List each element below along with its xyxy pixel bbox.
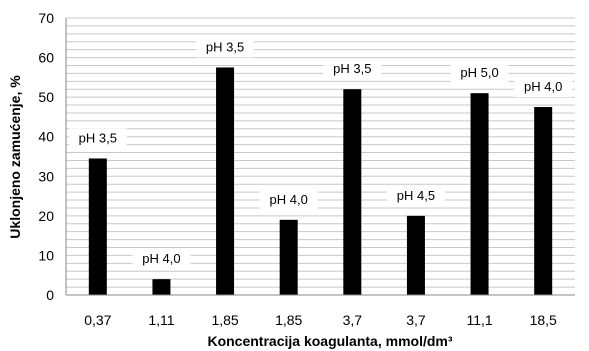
bar-label-background: [68, 128, 127, 149]
bar-label-background: [514, 77, 573, 98]
bar: [216, 67, 235, 295]
bar-label-text: pH 4,5: [397, 188, 435, 203]
y-tick-label: 0: [46, 287, 54, 303]
bar-data-label: pH 5,0: [450, 63, 509, 84]
y-tick-label: 70: [38, 10, 54, 26]
bar: [406, 215, 425, 295]
bar-label-background: [450, 63, 509, 84]
bar-label-text: pH 5,0: [460, 65, 498, 80]
x-tick-label: 1,85: [211, 312, 238, 328]
bar-data-label: pH 4,5: [386, 185, 445, 206]
bar: [534, 107, 553, 296]
bar-label-background: [323, 59, 382, 80]
y-tick-label: 10: [38, 247, 54, 263]
bar-label-text: pH 4,0: [142, 251, 180, 266]
x-tick-labels: 0,37 1,11 1,85 1,85 3,7 3,7 11,1 18,5: [84, 312, 557, 328]
y-tick-labels: 0 10 20 30 40 50 60 70: [38, 10, 54, 303]
x-tick-label: 18,5: [530, 312, 557, 328]
bar: [88, 158, 107, 295]
bar-label-text: pH 3,5: [79, 130, 117, 145]
bar-data-label: pH 3,5: [196, 37, 255, 58]
bar-data-label: pH 3,5: [68, 128, 127, 149]
bar-label-background: [196, 37, 255, 58]
x-tick-label: 1,11: [148, 312, 174, 328]
bar: [470, 93, 489, 295]
bar-label-text: pH 4,0: [270, 192, 308, 207]
bar-labels: pH 3,5 pH 4,0 pH 3,5 pH 4,0 pH 3,5 pH 4,5 pH 5…: [68, 37, 573, 270]
x-tick-label: 11,1: [466, 312, 492, 328]
bar-label-background: [259, 189, 318, 210]
bar-data-label: pH 4,0: [259, 189, 318, 210]
bar: [343, 89, 362, 295]
grid-lines: [66, 17, 575, 288]
bar-label-text: pH 3,5: [206, 39, 244, 54]
y-tick-label: 50: [38, 89, 54, 105]
y-tick-label: 30: [38, 168, 54, 184]
bar-label-background: [132, 249, 191, 270]
bar-label-text: pH 3,5: [333, 61, 371, 76]
y-tick-label: 20: [38, 208, 54, 224]
bar-data-label: pH 4,0: [514, 77, 573, 98]
bar: [152, 279, 171, 295]
y-tick-label: 40: [38, 129, 54, 145]
x-tick-label: 0,37: [84, 312, 111, 328]
x-tick-label: 3,7: [406, 312, 426, 328]
bar-label-text: pH 4,0: [524, 79, 562, 94]
y-axis-title: Uklonjeno zamućenje, %: [7, 75, 23, 239]
y-tick-label: 60: [38, 50, 54, 66]
bar-data-label: pH 3,5: [323, 59, 382, 80]
x-tick-label: 3,7: [343, 312, 363, 328]
x-axis-title: Koncentracija koagulanta, mmol/dm³: [207, 333, 452, 349]
bars: [88, 67, 553, 296]
bar-label-background: [386, 185, 445, 206]
x-tick-label: 1,85: [275, 312, 302, 328]
bar: [279, 219, 298, 295]
bar-data-label: pH 4,0: [132, 249, 191, 270]
